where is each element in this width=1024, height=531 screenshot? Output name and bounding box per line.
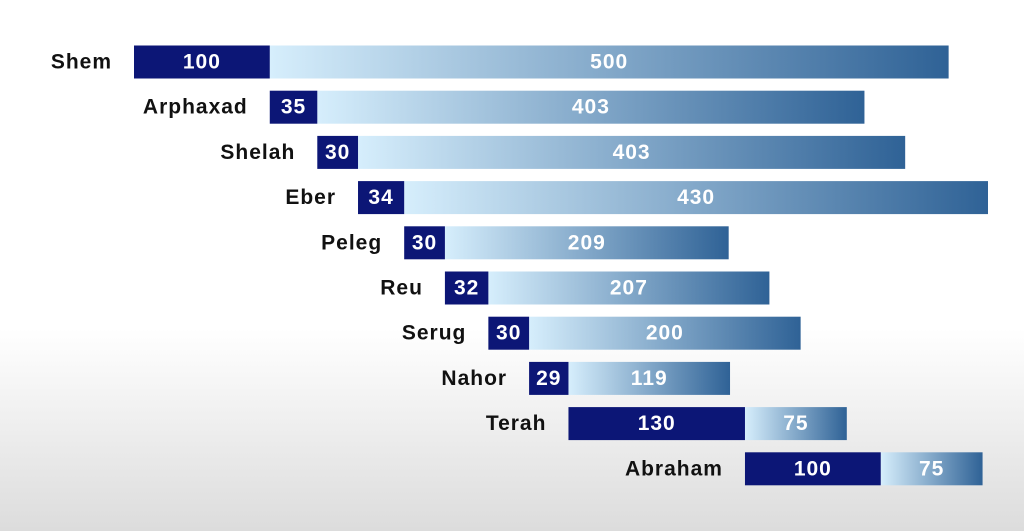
value-label: 119 bbox=[631, 367, 668, 390]
category-label: Terah bbox=[486, 412, 547, 435]
value-label: 30 bbox=[496, 322, 521, 345]
value-label: 100 bbox=[183, 51, 221, 74]
value-label: 75 bbox=[783, 412, 808, 435]
value-label: 100 bbox=[794, 457, 832, 480]
value-label: 34 bbox=[368, 186, 393, 209]
bar-segment bbox=[404, 226, 445, 260]
value-label: 200 bbox=[646, 322, 684, 345]
value-label: 500 bbox=[590, 51, 628, 74]
value-label: 75 bbox=[919, 457, 944, 480]
category-label: Eber bbox=[285, 186, 336, 209]
bar-segment bbox=[488, 271, 770, 305]
bar-segment bbox=[529, 361, 569, 395]
value-label: 403 bbox=[572, 96, 610, 119]
bar-segment bbox=[134, 45, 270, 79]
bar-segment bbox=[404, 181, 988, 215]
bar-segment bbox=[317, 90, 865, 124]
bar-segment bbox=[317, 135, 359, 169]
value-label: 30 bbox=[325, 141, 350, 164]
value-label: 207 bbox=[610, 277, 648, 300]
bar-segment bbox=[444, 226, 729, 260]
category-label: Arphaxad bbox=[143, 96, 248, 119]
value-label: 30 bbox=[412, 231, 437, 254]
value-label: 209 bbox=[568, 231, 606, 254]
bar-segment bbox=[568, 361, 731, 395]
bar-segment bbox=[744, 452, 881, 486]
bar-segment bbox=[529, 316, 801, 350]
value-label: 430 bbox=[677, 186, 715, 209]
category-label: Shelah bbox=[220, 141, 295, 164]
bar-segment bbox=[880, 452, 983, 486]
bar-segment bbox=[358, 135, 906, 169]
bar-segment bbox=[568, 407, 745, 441]
value-label: 403 bbox=[613, 141, 651, 164]
value-label: 130 bbox=[638, 412, 676, 435]
category-label: Serug bbox=[402, 322, 467, 345]
category-label: Nahor bbox=[441, 367, 507, 390]
bar-segment bbox=[488, 316, 530, 350]
value-label: 32 bbox=[454, 277, 479, 300]
category-label: Shem bbox=[51, 51, 112, 74]
bar-segment bbox=[269, 45, 949, 79]
category-label: Reu bbox=[380, 277, 423, 300]
bar-segment bbox=[358, 181, 405, 215]
category-label: Peleg bbox=[321, 231, 382, 254]
bar-segment bbox=[444, 271, 489, 305]
category-label: Abraham bbox=[625, 457, 723, 480]
bar-segment bbox=[744, 407, 847, 441]
bar-segment bbox=[269, 90, 318, 124]
value-label: 35 bbox=[281, 96, 306, 119]
value-label: 29 bbox=[536, 367, 561, 390]
